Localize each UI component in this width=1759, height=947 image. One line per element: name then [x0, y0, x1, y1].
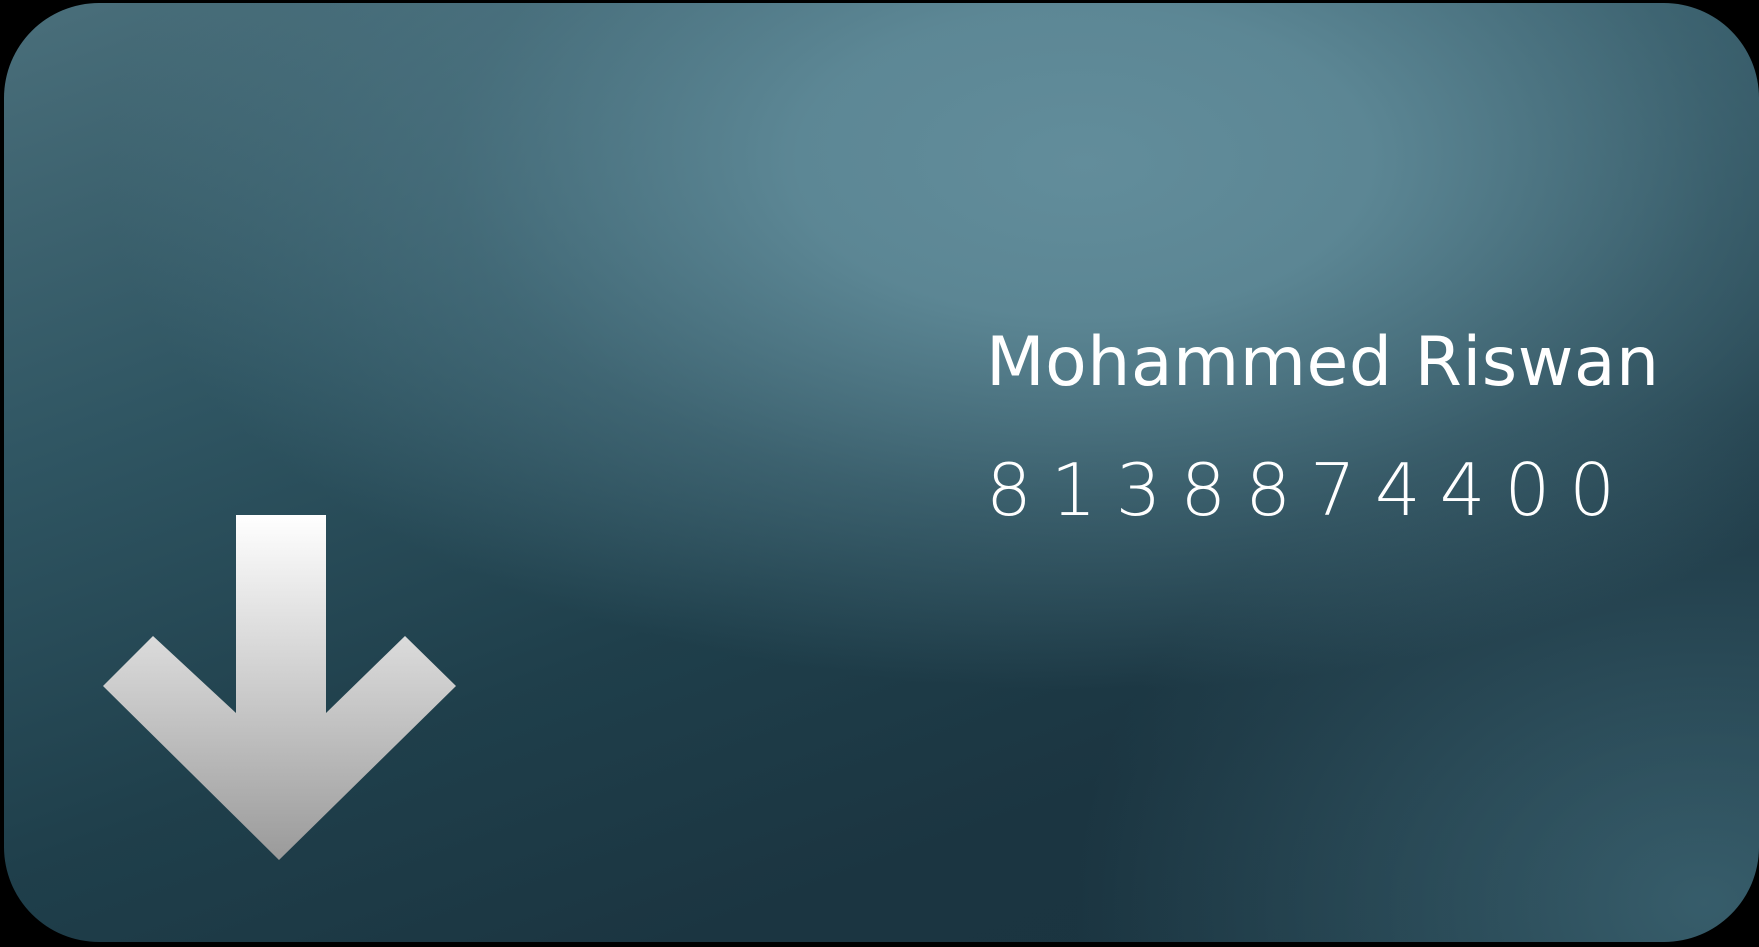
- contact-card: Mohammed Riswan 8138874400: [4, 3, 1759, 942]
- arrow-down-icon[interactable]: [100, 515, 460, 871]
- contact-phone: 8138874400: [986, 448, 1635, 532]
- contact-name: Mohammed Riswan: [986, 323, 1660, 402]
